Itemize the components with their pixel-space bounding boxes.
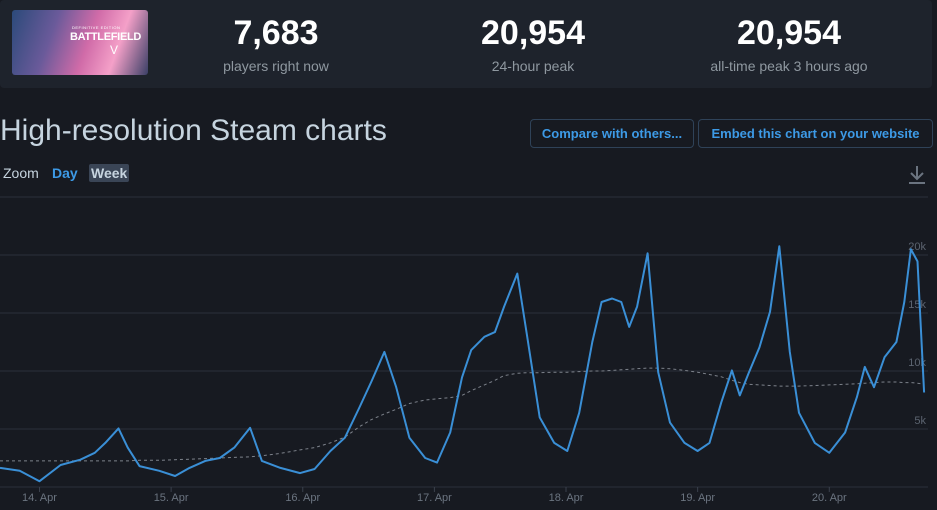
stat-label: 24-hour peak	[491, 58, 575, 74]
header-bar: DEFINITIVE EDITION BATTLEFIELD V 7,683 p…	[0, 0, 932, 88]
embed-button[interactable]: Embed this chart on your website	[698, 119, 933, 148]
stat: 20,954 all-time peak 3 hours ago	[669, 13, 909, 74]
zoom-option[interactable]: Week	[89, 164, 130, 182]
logo-name: BATTLEFIELD	[70, 31, 142, 43]
x-tick-label: 19. Apr	[680, 492, 715, 504]
stat: 20,954 24-hour peak	[413, 13, 653, 74]
x-tick-label: 18. Apr	[549, 492, 584, 504]
zoom-option[interactable]: Day	[52, 165, 78, 181]
x-tick-label: 17. Apr	[417, 492, 452, 504]
players-line	[0, 245, 926, 483]
stat: 7,683 players right now	[156, 13, 396, 74]
average-line	[0, 367, 925, 462]
stat-value: 7,683	[233, 14, 319, 52]
stat-label: players right now	[223, 58, 329, 74]
game-thumbnail[interactable]: DEFINITIVE EDITION BATTLEFIELD V	[12, 10, 148, 75]
zoom-label: Zoom	[3, 165, 39, 181]
stat-value: 20,954	[481, 14, 585, 52]
x-tick-label: 14. Apr	[22, 492, 57, 504]
compare-button[interactable]: Compare with others...	[530, 119, 694, 148]
x-tick-label: 16. Apr	[285, 492, 320, 504]
logo-numeral: V	[110, 43, 119, 57]
x-tick-label: 20. Apr	[812, 492, 847, 504]
logo-edition: DEFINITIVE EDITION	[72, 25, 121, 30]
y-tick-label: 15k	[908, 299, 926, 311]
y-tick-label: 5k	[914, 415, 926, 427]
section-title: High-resolution Steam charts	[0, 114, 387, 147]
x-tick-label: 15. Apr	[154, 492, 189, 504]
download-glyph	[909, 166, 925, 184]
stat-value: 20,954	[737, 14, 841, 52]
y-tick-label: 20k	[908, 241, 926, 253]
download-icon[interactable]	[906, 164, 928, 186]
stat-label: all-time peak 3 hours ago	[710, 58, 868, 74]
